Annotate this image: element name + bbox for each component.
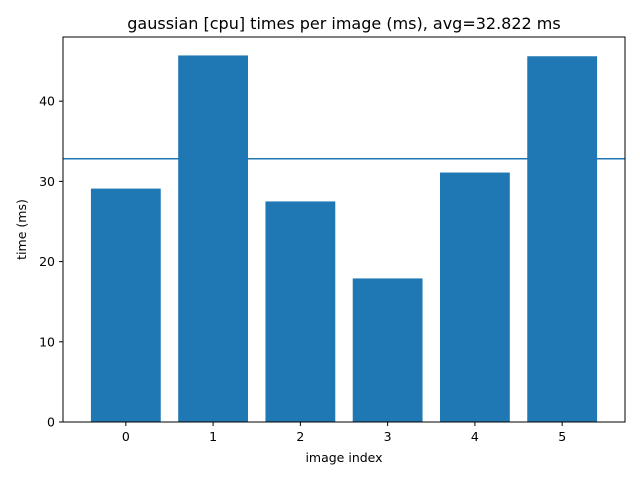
- x-tick-label-3: 3: [384, 429, 392, 444]
- bar-2: [265, 201, 336, 422]
- bar-3: [352, 278, 423, 422]
- x-tick-label-5: 5: [558, 429, 566, 444]
- y-tick-label-30: 30: [39, 174, 55, 189]
- y-tick-label-40: 40: [39, 94, 55, 109]
- x-axis-label: image index: [305, 450, 382, 465]
- bar-0: [90, 188, 161, 422]
- y-tick-label-10: 10: [39, 334, 55, 349]
- y-tick-label-20: 20: [39, 254, 55, 269]
- plot-area: [63, 55, 625, 423]
- y-axis-label: time (ms): [14, 199, 29, 260]
- bar-4: [439, 172, 510, 422]
- x-tick-label-2: 2: [296, 429, 304, 444]
- bar-1: [178, 55, 249, 423]
- chart-title: gaussian [cpu] times per image (ms), avg…: [127, 14, 560, 33]
- x-tick-label-0: 0: [122, 429, 130, 444]
- plot-frame: [62, 36, 626, 423]
- x-tick-label-4: 4: [471, 429, 479, 444]
- x-tick-label-1: 1: [209, 429, 217, 444]
- y-tick-label-0: 0: [47, 415, 55, 430]
- bar-5: [527, 56, 598, 422]
